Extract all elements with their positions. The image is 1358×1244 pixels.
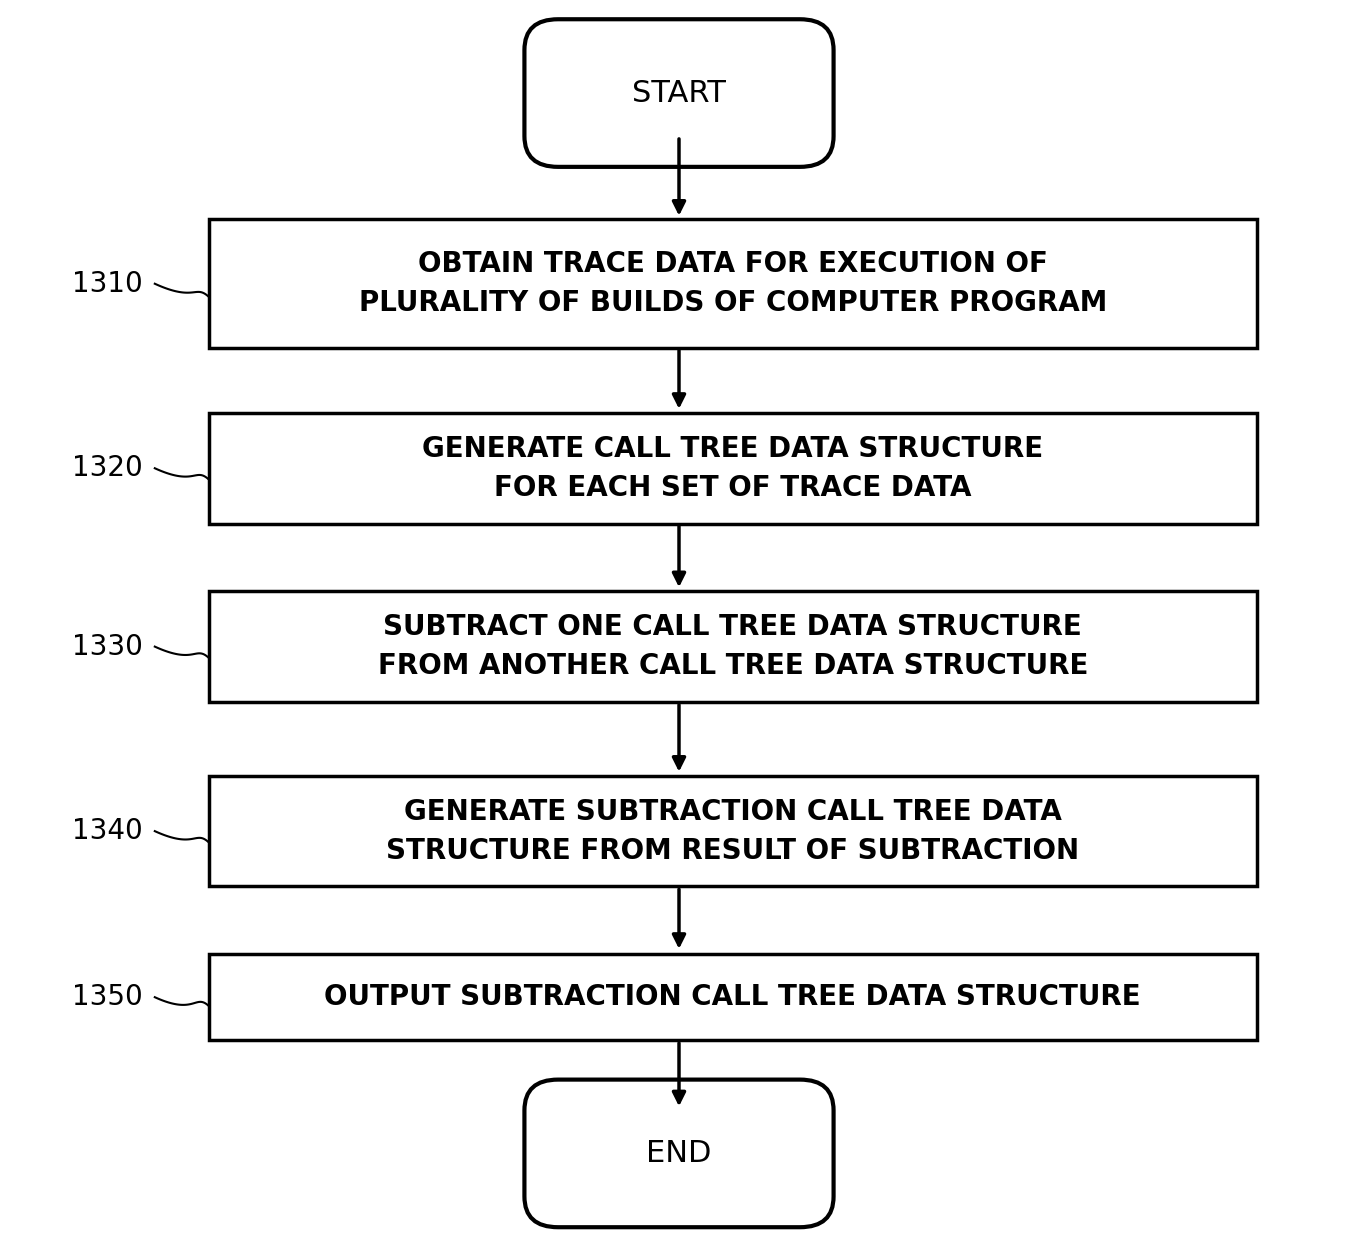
Text: END: END bbox=[646, 1140, 712, 1168]
Text: GENERATE CALL TREE DATA STRUCTURE
FOR EACH SET OF TRACE DATA: GENERATE CALL TREE DATA STRUCTURE FOR EA… bbox=[422, 434, 1043, 501]
Text: OBTAIN TRACE DATA FOR EXECUTION OF
PLURALITY OF BUILDS OF COMPUTER PROGRAM: OBTAIN TRACE DATA FOR EXECUTION OF PLURA… bbox=[359, 250, 1107, 317]
Text: START: START bbox=[631, 78, 727, 107]
Text: SUBTRACT ONE CALL TREE DATA STRUCTURE
FROM ANOTHER CALL TREE DATA STRUCTURE: SUBTRACT ONE CALL TREE DATA STRUCTURE FR… bbox=[378, 613, 1088, 680]
FancyBboxPatch shape bbox=[209, 954, 1258, 1040]
Text: 1330: 1330 bbox=[72, 633, 143, 661]
FancyBboxPatch shape bbox=[209, 219, 1258, 348]
FancyBboxPatch shape bbox=[524, 1080, 834, 1228]
Text: 1310: 1310 bbox=[72, 270, 143, 297]
Text: 1350: 1350 bbox=[72, 983, 143, 1011]
FancyBboxPatch shape bbox=[209, 413, 1258, 524]
Text: 1320: 1320 bbox=[72, 454, 143, 483]
FancyBboxPatch shape bbox=[524, 19, 834, 167]
FancyBboxPatch shape bbox=[209, 776, 1258, 887]
Text: OUTPUT SUBTRACTION CALL TREE DATA STRUCTURE: OUTPUT SUBTRACTION CALL TREE DATA STRUCT… bbox=[325, 983, 1141, 1011]
Text: 1340: 1340 bbox=[72, 817, 143, 845]
Text: GENERATE SUBTRACTION CALL TREE DATA
STRUCTURE FROM RESULT OF SUBTRACTION: GENERATE SUBTRACTION CALL TREE DATA STRU… bbox=[386, 797, 1080, 865]
FancyBboxPatch shape bbox=[209, 591, 1258, 702]
